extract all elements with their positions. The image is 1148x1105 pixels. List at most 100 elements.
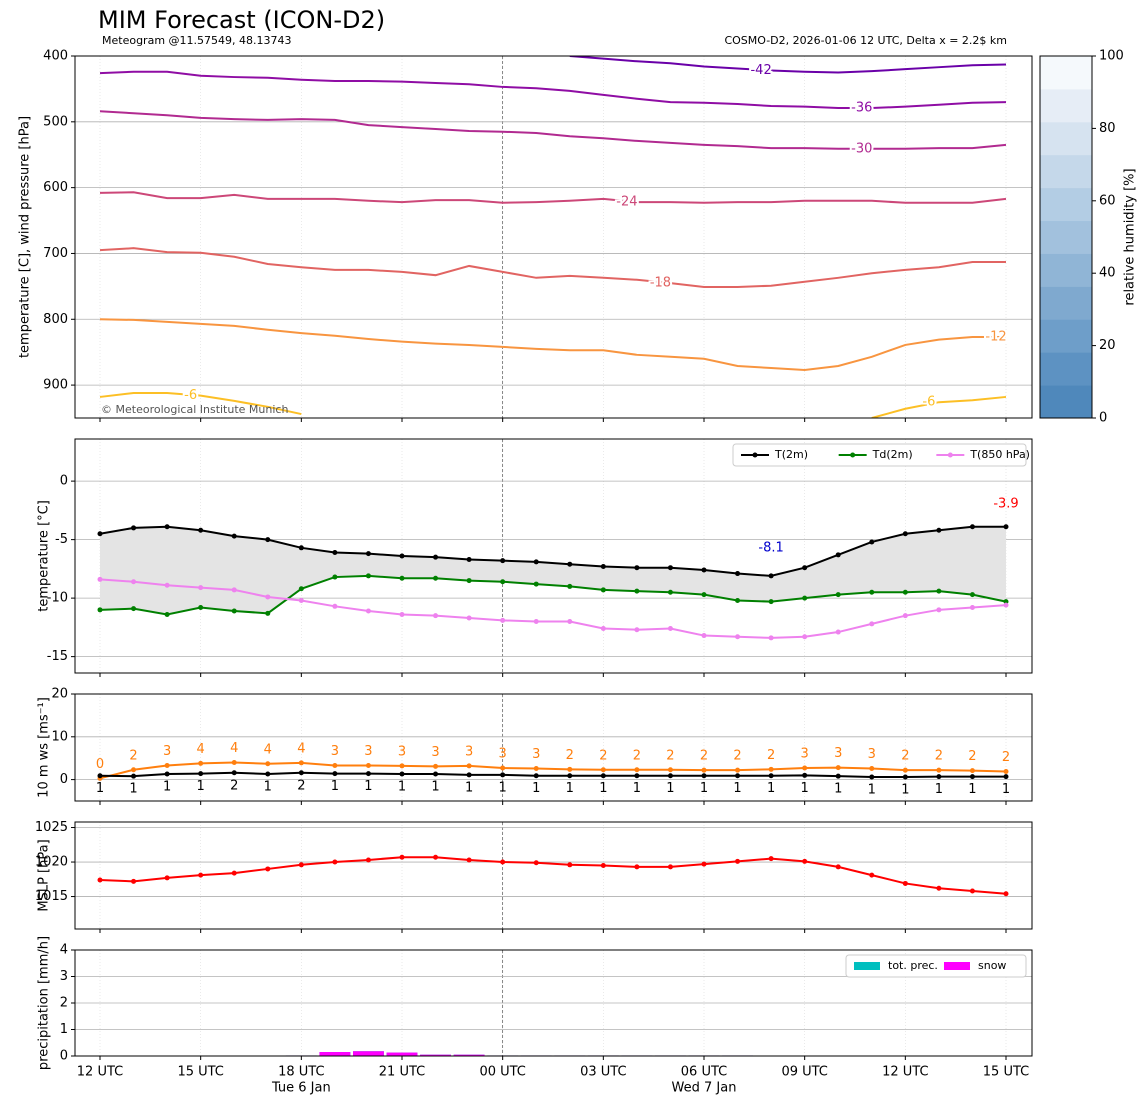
data-point — [936, 767, 942, 773]
legend-box — [732, 443, 1027, 467]
colorbar-band — [1040, 56, 1092, 90]
data-point — [1003, 774, 1009, 780]
data-point — [835, 592, 841, 598]
data-label: 4 — [230, 741, 238, 756]
colorbar-band — [1040, 220, 1092, 254]
x-tick-label: 09 UTC — [781, 1065, 827, 1080]
data-point — [198, 771, 204, 777]
legend-swatch — [944, 962, 970, 970]
legend-label: T(850 hPa) — [969, 448, 1030, 461]
data-point — [667, 767, 673, 773]
source-note: COSMO-D2, 2026-01-06 12 UTC, Delta x = 2… — [724, 34, 1007, 47]
y-tick-label: 4 — [60, 943, 68, 958]
data-label: 3 — [532, 747, 540, 762]
colorbar-tick-label: 100 — [1099, 49, 1124, 64]
data-point — [667, 864, 673, 870]
fill-between — [100, 526, 1006, 615]
data-label: 1 — [834, 782, 842, 797]
colorbar-label: relative humidity [%] — [1123, 168, 1138, 305]
data-label: 2 — [129, 748, 137, 763]
data-point — [131, 606, 137, 612]
data-point — [164, 524, 170, 530]
data-point — [969, 592, 975, 598]
data-point — [701, 592, 707, 598]
contour-line — [99, 110, 1007, 150]
data-point — [298, 760, 304, 766]
data-point — [466, 772, 472, 778]
data-point — [701, 773, 707, 779]
data-point — [634, 864, 640, 870]
data-point — [936, 885, 942, 891]
data-point — [365, 608, 371, 614]
data-point — [667, 565, 673, 571]
data-point — [231, 770, 237, 776]
data-point — [1003, 599, 1009, 605]
data-label: 1 — [331, 779, 339, 794]
x-tick-label: 06 UTC — [681, 1065, 727, 1080]
data-point — [399, 575, 405, 581]
data-label: 3 — [465, 744, 473, 759]
colorbar-tick-label: 80 — [1099, 121, 1116, 136]
data-label: 2 — [733, 749, 741, 764]
data-point — [198, 872, 204, 878]
data-point — [902, 531, 908, 537]
y-tick-label: -5 — [55, 532, 68, 547]
data-label: 2 — [666, 748, 674, 763]
data-point — [466, 578, 472, 584]
data-label: 3 — [834, 746, 842, 761]
data-point — [969, 768, 975, 774]
data-point — [969, 888, 975, 894]
y-tick-label: 20 — [51, 687, 68, 702]
data-point — [466, 557, 472, 563]
data-point — [600, 773, 606, 779]
data-point — [399, 612, 405, 617]
x-tick-label: 12 UTC — [77, 1065, 123, 1080]
colorbar-band — [1040, 253, 1092, 287]
data-point — [768, 856, 774, 862]
data-point — [1003, 602, 1009, 608]
data-label: 2 — [968, 749, 976, 764]
contour-label: -30 — [851, 141, 872, 156]
annotation: -3.9 — [993, 496, 1018, 511]
data-point — [265, 537, 271, 543]
series-line — [99, 525, 1006, 577]
legend-dot — [850, 452, 856, 458]
data-point — [567, 583, 573, 589]
data-point — [164, 762, 170, 768]
data-point — [835, 629, 841, 635]
legend-label: snow — [978, 959, 1006, 972]
data-point — [332, 549, 338, 555]
data-point — [567, 561, 573, 567]
data-point — [600, 587, 606, 593]
x-tick-label: 21 UTC — [379, 1065, 425, 1080]
data-point — [768, 773, 774, 779]
legend-label: tot. prec. — [888, 959, 938, 972]
y-axis-label: precipitation [mm/h] — [37, 936, 52, 1070]
data-point — [902, 767, 908, 773]
data-point — [835, 773, 841, 779]
contour-line — [99, 391, 1007, 418]
data-point — [164, 582, 170, 588]
data-point — [735, 597, 741, 603]
y-tick-label: 2 — [60, 996, 68, 1011]
colorbar-band — [1040, 154, 1092, 189]
data-label: 1 — [1002, 782, 1010, 797]
contour-label: -42 — [750, 63, 771, 78]
data-point — [298, 770, 304, 776]
series-line — [99, 578, 1007, 639]
data-label: 3 — [868, 747, 876, 762]
y-axis-label: MSLP [hPa] — [37, 839, 52, 911]
data-point — [634, 767, 640, 773]
y-tick-label: 1025 — [35, 820, 68, 835]
data-point — [802, 858, 808, 864]
data-point — [634, 773, 640, 779]
data-label: 1 — [566, 781, 574, 796]
data-point — [231, 870, 237, 876]
data-point — [265, 866, 271, 872]
data-point — [667, 773, 673, 779]
colorbar-tick-label: 20 — [1099, 338, 1116, 353]
data-point — [902, 589, 908, 595]
data-label: 2 — [633, 748, 641, 763]
data-point — [768, 635, 774, 641]
data-point — [869, 872, 875, 878]
